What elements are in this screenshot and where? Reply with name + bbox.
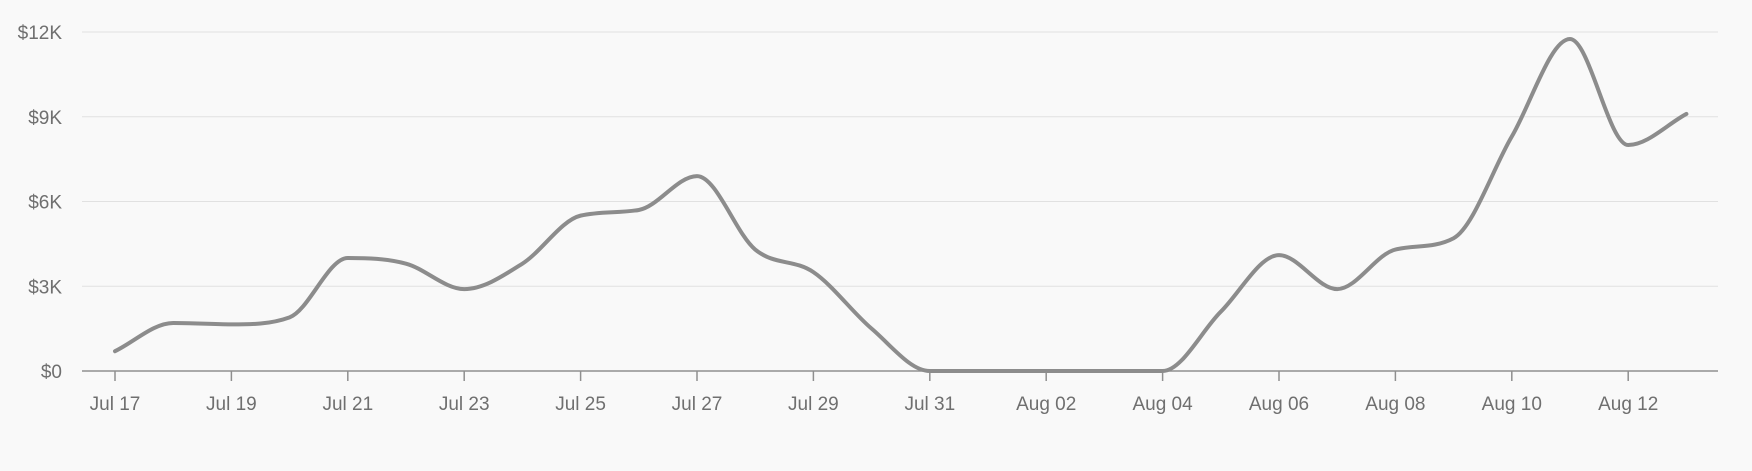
y-tick-label: $9K bbox=[28, 108, 62, 129]
x-tick-label: Jul 19 bbox=[206, 394, 257, 415]
x-tick-label: Aug 06 bbox=[1249, 394, 1309, 415]
y-tick-label: $12K bbox=[18, 23, 63, 44]
series-line bbox=[113, 37, 1689, 373]
y-tick-label: $6K bbox=[28, 193, 62, 214]
y-axis-tick-labels: $0 $3K $6K $9K $12K bbox=[18, 23, 63, 383]
x-tick-label: Aug 08 bbox=[1365, 394, 1425, 415]
x-tick-label: Jul 23 bbox=[439, 394, 490, 415]
x-tick-label: Jul 29 bbox=[788, 394, 839, 415]
x-tick-label: Aug 02 bbox=[1016, 394, 1076, 415]
x-tick-label: Jul 31 bbox=[904, 394, 955, 415]
y-tick-label: $0 bbox=[41, 362, 62, 383]
x-tick-label: Jul 25 bbox=[555, 394, 606, 415]
x-tick-label: Aug 10 bbox=[1482, 394, 1542, 415]
x-tick-label: Jul 21 bbox=[322, 394, 373, 415]
x-tick-label: Jul 17 bbox=[90, 394, 141, 415]
x-tick-label: Aug 04 bbox=[1132, 394, 1193, 415]
y-tick-label: $3K bbox=[28, 277, 62, 298]
grid-lines bbox=[82, 31, 1718, 287]
x-axis: Jul 17 Jul 19 Jul 21 Jul 23 Jul 25 Jul 27 Jul … bbox=[82, 370, 1718, 415]
series-group bbox=[113, 37, 1689, 373]
x-tick-label: Jul 27 bbox=[672, 394, 723, 415]
x-tick-label: Aug 12 bbox=[1598, 394, 1658, 415]
